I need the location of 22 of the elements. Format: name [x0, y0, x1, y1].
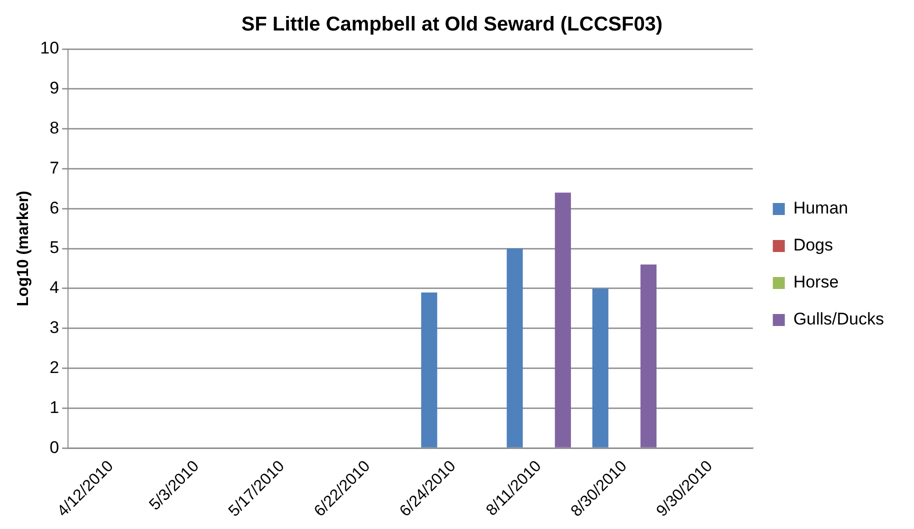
y-axis-title: Log10 (marker) — [15, 190, 32, 306]
y-tick-label: 4 — [50, 278, 60, 298]
legend-label: Gulls/Ducks — [793, 310, 884, 329]
y-tick-label: 10 — [40, 38, 60, 58]
legend-label: Horse — [793, 272, 839, 292]
y-tick-label: 3 — [50, 318, 60, 338]
y-tick-label: 1 — [50, 398, 60, 417]
y-tick-label: 7 — [50, 158, 60, 178]
bar — [554, 192, 571, 448]
y-tick-label: 0 — [50, 438, 60, 457]
legend-label: Dogs — [793, 236, 833, 255]
bar — [592, 288, 608, 448]
y-tick-label: 2 — [50, 358, 60, 377]
y-tick-label: 8 — [50, 118, 60, 138]
bar — [421, 292, 438, 448]
y-tick-label: 9 — [50, 78, 60, 98]
bar — [506, 248, 523, 448]
chart-title: SF Little Campbell at Old Seward (LCCSF03) — [241, 14, 663, 36]
legend-label: Human — [793, 198, 848, 218]
y-tick-label: 5 — [50, 238, 60, 258]
bar — [640, 264, 657, 448]
y-tick-label: 6 — [50, 198, 60, 218]
